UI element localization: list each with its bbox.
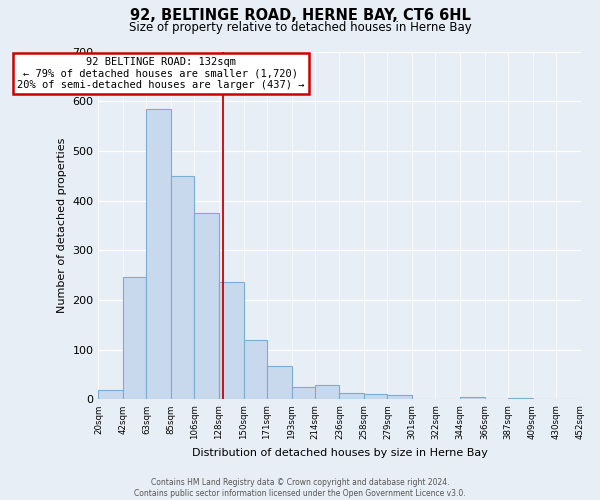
Bar (388, 396, 412, 400)
Text: Contains HM Land Registry data © Crown copyright and database right 2024.
Contai: Contains HM Land Registry data © Crown c… (134, 478, 466, 498)
Bar (460, 397, 485, 400)
Bar (364, 394, 388, 400)
Bar (171, 176, 194, 400)
Y-axis label: Number of detached properties: Number of detached properties (57, 138, 67, 313)
Bar (123, 276, 146, 400)
Text: 92, BELTINGE ROAD, HERNE BAY, CT6 6HL: 92, BELTINGE ROAD, HERNE BAY, CT6 6HL (130, 8, 470, 22)
Bar (219, 282, 244, 400)
Bar (340, 393, 364, 400)
Bar (292, 387, 315, 400)
Bar (146, 108, 171, 400)
Bar (508, 398, 533, 400)
Text: 92 BELTINGE ROAD: 132sqm
← 79% of detached houses are smaller (1,720)
20% of sem: 92 BELTINGE ROAD: 132sqm ← 79% of detach… (17, 56, 305, 90)
X-axis label: Distribution of detached houses by size in Herne Bay: Distribution of detached houses by size … (191, 448, 487, 458)
Bar (98, 390, 123, 400)
Bar (194, 213, 219, 400)
Bar (315, 384, 340, 400)
Bar (244, 340, 267, 400)
Bar (267, 366, 292, 400)
Text: Size of property relative to detached houses in Herne Bay: Size of property relative to detached ho… (128, 21, 472, 34)
